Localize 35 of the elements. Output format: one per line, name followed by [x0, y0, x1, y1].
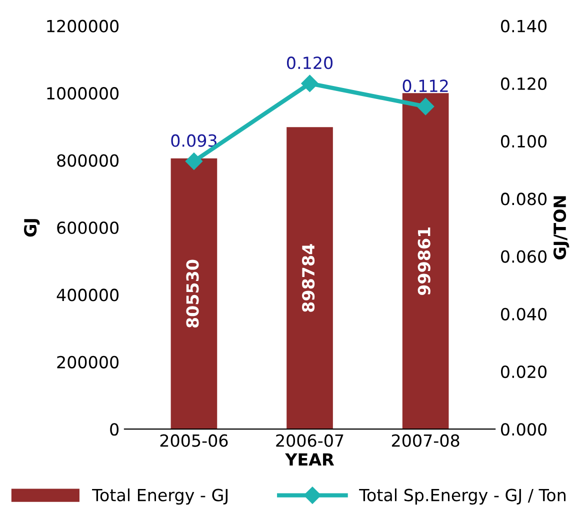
y-tick-label: 0 [110, 423, 119, 436]
legend-label: Total Sp.Energy - GJ / Ton [359, 488, 566, 505]
y2-tick-label: 0.080 [501, 192, 547, 206]
data-label: 999861 [418, 227, 430, 296]
y-tick-label: 600000 [57, 221, 119, 234]
point [301, 74, 318, 92]
y-axis-title: GJ [24, 219, 40, 237]
x-tick-label: 2007-08 [392, 434, 460, 447]
bar [402, 93, 449, 430]
bar [286, 127, 333, 430]
data-label: 0.093 [171, 134, 216, 147]
y-tick-label: 200000 [57, 356, 119, 368]
x-tick-label: 2005-06 [160, 434, 228, 447]
y2-tick-label: 0.040 [501, 308, 547, 320]
y2-axis-title: GJ/TON [553, 196, 570, 260]
legend-label: Total Energy - GJ [92, 488, 228, 505]
data-label: 0.120 [287, 56, 333, 70]
data-label: 898784 [302, 244, 315, 312]
x-axis-title: YEAR [285, 453, 334, 466]
bar [170, 158, 218, 430]
y-tick-label: 400000 [56, 288, 119, 302]
y2-tick-label: 0.020 [501, 365, 547, 378]
point [417, 98, 434, 116]
y-tick-label: 800000 [57, 154, 119, 167]
y2-tick-label: 0.000 [501, 423, 547, 436]
x-tick-label: 2006-07 [276, 434, 344, 447]
y2-tick-label: 0.100 [501, 135, 547, 148]
y-tick-label: 1000000 [47, 87, 119, 100]
point [185, 152, 203, 170]
y2-tick-label: 0.140 [501, 20, 547, 32]
data-label: 805530 [186, 260, 199, 328]
y2-tick-label: 0.060 [501, 250, 547, 263]
data-label: 0.112 [402, 80, 448, 92]
y2-tick-label: 0.120 [501, 77, 547, 90]
y-tick-label: 1200000 [47, 20, 119, 32]
